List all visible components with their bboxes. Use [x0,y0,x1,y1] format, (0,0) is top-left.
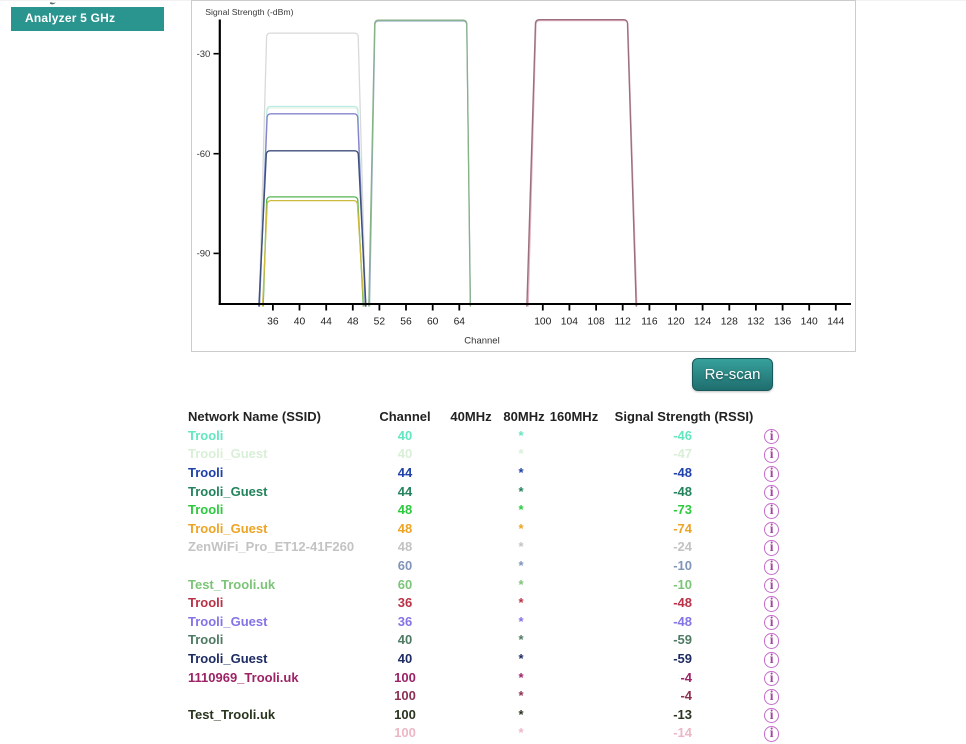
svg-text:60: 60 [427,316,439,327]
svg-text:144: 144 [827,316,844,327]
svg-text:108: 108 [588,316,605,327]
svg-text:104: 104 [561,316,578,327]
svg-text:124: 124 [694,316,711,327]
svg-text:-90: -90 [197,249,211,260]
svg-text:48: 48 [347,316,359,327]
svg-text:Channel: Channel [464,336,499,347]
svg-text:112: 112 [614,316,631,327]
svg-text:120: 120 [667,316,684,327]
svg-text:128: 128 [721,316,738,327]
svg-text:140: 140 [801,316,818,327]
svg-text:-60: -60 [197,149,211,160]
svg-text:Signal Strength (-dBm): Signal Strength (-dBm) [205,7,293,17]
svg-text:40: 40 [294,316,306,327]
svg-text:100: 100 [534,316,551,327]
svg-text:116: 116 [641,316,658,327]
svg-text:-30: -30 [197,49,211,60]
svg-text:64: 64 [454,316,466,327]
svg-text:52: 52 [374,316,386,327]
svg-text:132: 132 [747,316,764,327]
svg-text:36: 36 [267,316,279,327]
svg-text:44: 44 [320,316,332,327]
svg-text:56: 56 [400,316,412,327]
svg-text:136: 136 [774,316,791,327]
